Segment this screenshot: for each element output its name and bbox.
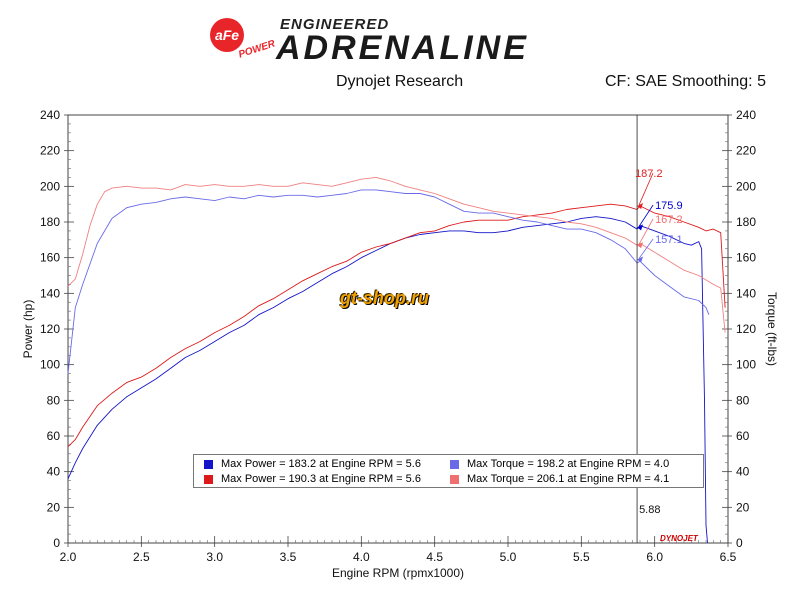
cursor-arrow-icon [637, 242, 644, 249]
y-tick-label: 100 [40, 358, 60, 372]
y-tick-label: 180 [40, 215, 60, 229]
y2-tick-label: 160 [736, 251, 756, 265]
cursor-arrow-icon [637, 202, 644, 209]
y2-tick-label: 80 [736, 393, 750, 407]
legend-swatch [204, 474, 213, 484]
cursor-value-label: 167.2 [655, 214, 683, 226]
x-tick-label: 3.0 [206, 550, 223, 564]
legend-entry: Max Power = 183.2 at Engine RPM = 5.6 [204, 457, 421, 471]
x-tick-label: 6.5 [720, 550, 737, 564]
series-line-torque_blue [67, 189, 710, 374]
y2-tick-label: 20 [736, 500, 750, 514]
x-tick-label: 5.5 [573, 550, 590, 564]
x-axis-label: Engine RPM (rpmx1000) [332, 566, 464, 580]
cursor-rpm-label: 5.88 [639, 504, 660, 516]
x-tick-label: 4.5 [426, 550, 443, 564]
afe-adrenaline-logo: aFe POWER ENGINEERED ADRENALINE [200, 14, 610, 67]
dynojet-mark: DYNOJET [660, 534, 698, 543]
y2-tick-label: 0 [736, 536, 743, 550]
legend-label: Max Torque = 206.1 at Engine RPM = 4.1 [467, 473, 670, 485]
cursor-arrow-icon [637, 224, 644, 231]
y-tick-label: 220 [40, 144, 60, 158]
y-tick-label: 60 [47, 429, 61, 443]
chart-legend: Max Power = 183.2 at Engine RPM = 5.6 Ma… [193, 454, 704, 488]
y2-tick-label: 40 [736, 465, 750, 479]
y-axis-label: Power (hp) [21, 300, 35, 359]
y-tick-label: 140 [40, 286, 60, 300]
watermark-logo: gt-shop.ru [340, 288, 429, 308]
x-tick-label: 5.0 [500, 550, 517, 564]
x-tick-label: 4.0 [353, 550, 370, 564]
cursor-pointer [638, 218, 654, 245]
cursor-pointer [638, 172, 654, 206]
y-tick-label: 0 [53, 536, 60, 550]
afe-logo-badge: aFe [210, 18, 244, 52]
y2-tick-label: 100 [736, 358, 756, 372]
y2-tick-label: 200 [736, 179, 756, 193]
logo-engineered-text: ENGINEERED [280, 16, 390, 33]
y2-tick-label: 220 [736, 144, 756, 158]
x-tick-label: 2.0 [60, 550, 77, 564]
cursor-value-label: 175.9 [655, 200, 683, 212]
y2-axis-label: Torque (ft-lbs) [765, 292, 779, 366]
y-tick-label: 240 [40, 108, 60, 122]
legend-label: Max Power = 183.2 at Engine RPM = 5.6 [221, 458, 421, 470]
legend-entry: Max Torque = 198.2 at Engine RPM = 4.0 [450, 457, 669, 471]
y-tick-label: 160 [40, 251, 60, 265]
dynojet-title: Dynojet Research [336, 73, 464, 90]
legend-swatch [450, 474, 459, 484]
y2-tick-label: 120 [736, 322, 756, 336]
legend-entry: Max Power = 190.3 at Engine RPM = 5.6 [204, 472, 421, 486]
y2-tick-label: 180 [736, 215, 756, 229]
cursor-pointer [638, 204, 654, 227]
series-line-power_blue [67, 216, 708, 544]
series-line-torque_red [67, 176, 726, 333]
cursor-arrow-icon [637, 256, 644, 263]
y-tick-label: 20 [47, 500, 61, 514]
y2-tick-label: 240 [736, 108, 756, 122]
x-tick-label: 3.5 [280, 550, 297, 564]
y-tick-label: 200 [40, 179, 60, 193]
y2-tick-label: 140 [736, 286, 756, 300]
legend-label: Max Power = 190.3 at Engine RPM = 5.6 [221, 473, 421, 485]
legend-label: Max Torque = 198.2 at Engine RPM = 4.0 [467, 458, 670, 470]
legend-swatch [450, 459, 459, 469]
cursor-value-label: 157.1 [655, 234, 683, 246]
legend-entry: Max Torque = 206.1 at Engine RPM = 4.1 [450, 472, 669, 486]
logo-adrenaline-text: ADRENALINE [276, 29, 529, 67]
x-tick-label: 2.5 [133, 550, 150, 564]
correction-factor-title: CF: SAE Smoothing: 5 [605, 73, 766, 90]
y-tick-label: 40 [47, 465, 61, 479]
y-tick-label: 80 [47, 393, 61, 407]
cursor-value-label: 187.2 [635, 168, 663, 180]
x-tick-label: 6.0 [646, 550, 663, 564]
y2-tick-label: 60 [736, 429, 750, 443]
cursor-pointer [638, 238, 654, 259]
legend-swatch [204, 459, 213, 469]
y-tick-label: 120 [40, 322, 60, 336]
